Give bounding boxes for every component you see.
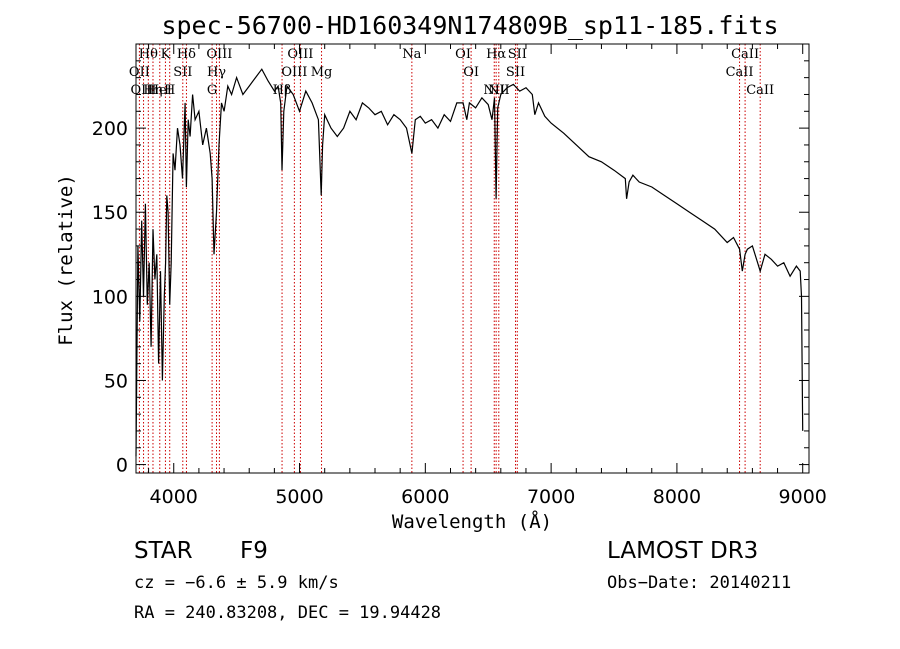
chart-title: spec-56700-HD160349N174809B_sp11-185.fit…	[161, 11, 778, 40]
spectral-line-label: SII	[506, 65, 525, 80]
y-axis-label: Flux (relative)	[55, 174, 77, 346]
spectral-line-label: OII	[129, 65, 150, 80]
spectrum-line	[135, 68, 804, 457]
spectral-line-label: Hγ	[207, 65, 226, 80]
spectral-line-label: CaII	[731, 47, 759, 62]
spectral-line-label: CaII	[746, 83, 774, 98]
velocity-readout: cz = −6.6 ± 5.9 km/s	[134, 573, 339, 593]
y-tick-label: 150	[92, 202, 128, 224]
spectral-line-label: Hδ	[177, 47, 196, 62]
x-axis-ticks: 4000 5000 6000 7000 8000 9000	[148, 44, 827, 508]
x-tick-label: 8000	[653, 486, 701, 508]
y-tick-label: 100	[92, 286, 128, 308]
spectral-line-label: NII	[488, 83, 510, 98]
spectral-line-label: Mg	[311, 65, 333, 80]
spectral-line-label: Hθ	[139, 47, 158, 62]
y-tick-label: 50	[104, 370, 128, 392]
spectral-line-label: Hη	[143, 83, 162, 98]
spectral-line-label: OIII	[287, 47, 313, 62]
spectral-subclass: F9	[240, 538, 268, 564]
spectral-line-label: H	[164, 83, 175, 98]
spectral-line-label: HeI	[148, 83, 172, 98]
spectral-line-label: NII	[483, 83, 505, 98]
x-tick-label: 6000	[401, 486, 449, 508]
spectral-line-label: OI	[463, 65, 479, 80]
object-type: STAR	[134, 538, 193, 564]
plot-frame	[135, 43, 810, 474]
x-tick-label: 9000	[779, 486, 827, 508]
observation-date: Obs−Date: 20140211	[607, 573, 792, 593]
spectral-line-labels: HθOIIOIIIKHeIHηHδSIIHOIIIHγGOIIIOIIIHβMg…	[129, 47, 774, 98]
y-tick-label: 0	[116, 455, 128, 477]
spectral-line-label: G	[207, 83, 217, 98]
spectral-line-label: OI	[455, 47, 471, 62]
x-axis-label: Wavelength (Å)	[392, 510, 552, 533]
spectral-line-label: SII	[508, 47, 527, 62]
spectral-line-label: OIII	[206, 47, 232, 62]
survey-name: LAMOST DR3	[607, 538, 759, 564]
y-tick-label: 200	[92, 118, 128, 140]
coordinates-readout: RA = 240.83208, DEC = 19.94428	[134, 603, 442, 623]
spectral-line-markers	[138, 44, 761, 473]
x-tick-label: 7000	[527, 486, 575, 508]
spectral-line-label: CaII	[726, 65, 754, 80]
spectral-line-label: Na	[402, 47, 421, 62]
spectral-line-label: K	[161, 47, 171, 62]
spectral-line-label: SII	[173, 65, 192, 80]
x-tick-label: 4000	[150, 486, 198, 508]
spectral-line-label: Hα	[486, 47, 506, 62]
x-tick-label: 5000	[275, 486, 323, 508]
spectral-line-label: OIII	[281, 65, 307, 80]
y-axis-ticks: 0 50 100 150 200	[92, 60, 809, 477]
